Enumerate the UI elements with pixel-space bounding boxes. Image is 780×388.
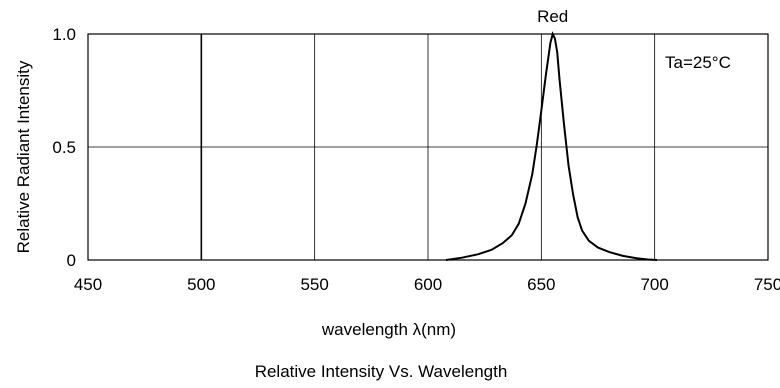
x-tick-label: 650 xyxy=(527,275,555,294)
x-tick-label: 450 xyxy=(74,275,102,294)
grid xyxy=(88,34,768,260)
plot-frame xyxy=(87,33,769,261)
x-tick-labels: 450 500 550 600 650 700 750 xyxy=(74,275,780,294)
y-tick-label: 1.0 xyxy=(52,25,76,44)
y-tick-label: 0 xyxy=(67,251,76,270)
y-axis-label: Relative Radiant Intensity xyxy=(14,60,33,253)
y-tick-labels: 0 0.5 1.0 xyxy=(52,25,76,270)
series-label-red: Red xyxy=(537,7,568,26)
x-axis-label: wavelength λ(nm) xyxy=(321,320,456,339)
x-tick-label: 600 xyxy=(414,275,442,294)
x-tick-label: 550 xyxy=(300,275,328,294)
x-tick-label: 700 xyxy=(640,275,668,294)
chart-title: Relative Intensity Vs. Wavelength xyxy=(255,362,508,381)
series-line-red xyxy=(445,31,657,261)
y-tick-label: 0.5 xyxy=(52,138,76,157)
temperature-annotation: Ta=25°C xyxy=(665,53,731,72)
x-tick-label: 500 xyxy=(187,275,215,294)
x-tick-label: 750 xyxy=(754,275,780,294)
